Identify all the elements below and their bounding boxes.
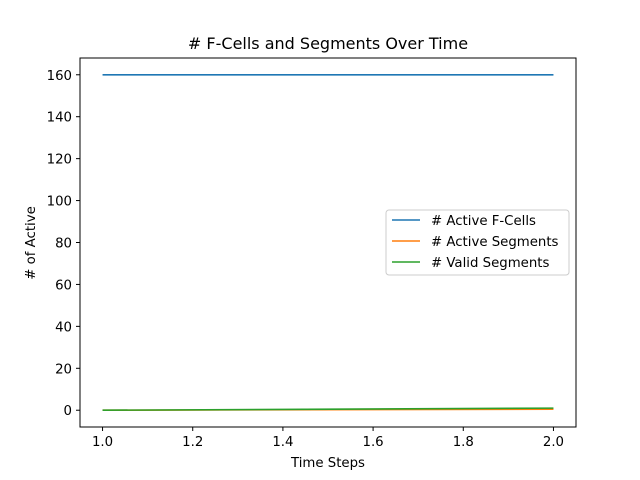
x-tick-label: 1.0 [92,435,113,450]
chart-title: # F-Cells and Segments Over Time [188,34,468,53]
y-tick-label: 80 [55,237,72,252]
legend-label: # Active Segments [431,235,559,250]
series-line-3 [102,407,554,412]
y-axis-label: # of Active [24,206,39,280]
x-tick-label: 1.4 [272,435,293,450]
y-tick-label: 160 [47,69,72,84]
y-tick-label: 100 [47,195,72,210]
legend: # Active F-Cells # Active Segments # Valid… [385,209,570,276]
y-tick-label: 40 [55,320,72,335]
y-tick-label: 60 [55,278,72,293]
x-tick-label: 1.6 [363,435,384,450]
legend-label: # Active F-Cells [431,214,536,229]
legend-box [385,209,570,276]
y-tick-label: 0 [64,404,72,419]
x-axis-label: Time Steps [290,456,365,471]
y-tick-label: 120 [47,153,72,168]
y-tick-label: 20 [55,362,72,377]
x-tick-label: 1.2 [182,435,203,450]
y-tick-label: 140 [47,111,72,126]
legend-label: # Valid Segments [431,256,549,271]
x-tick-label: 1.8 [453,435,474,450]
x-tick-label: 2.0 [543,435,564,450]
